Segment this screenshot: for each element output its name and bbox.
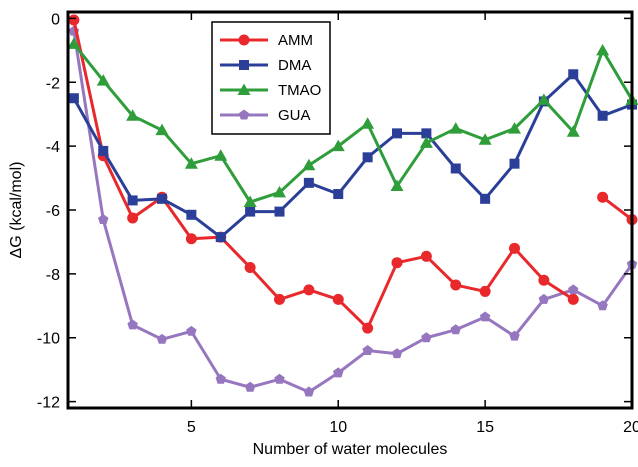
dma-point (480, 194, 490, 204)
dma-point (216, 232, 226, 242)
tmao-point (361, 117, 374, 129)
amm-point (303, 284, 314, 295)
dma-point (363, 152, 373, 162)
dma-point (333, 189, 343, 199)
gua-point (274, 374, 284, 384)
legend: AMM DMA TMAO GUA (212, 22, 330, 134)
dma-point (598, 111, 608, 121)
dma-point (186, 210, 196, 220)
gua-point (480, 311, 490, 321)
gua-point (451, 324, 461, 334)
tmao-point (214, 149, 227, 161)
amm-point (392, 257, 403, 268)
gua-point (127, 319, 137, 329)
x-axis-title: Number of water molecules (253, 441, 448, 458)
dma-point (568, 69, 578, 79)
gua-point (245, 382, 255, 392)
dma-point (128, 195, 138, 205)
gua-point (421, 332, 431, 342)
amm-point (68, 14, 79, 25)
y-axis-title: ΔG (kcal/mol) (8, 162, 25, 259)
amm-line (603, 197, 632, 219)
dma-point (69, 93, 79, 103)
tmao-point (302, 159, 315, 171)
y-tick-label: -10 (37, 331, 60, 348)
amm-point (568, 294, 579, 305)
amm-point (362, 323, 373, 334)
gua-point (539, 294, 549, 304)
dma-point (98, 146, 108, 156)
series-gua (69, 26, 638, 397)
dma-point (392, 128, 402, 138)
amm-point (421, 251, 432, 262)
x-tick-label: 10 (329, 419, 347, 436)
amm-point (186, 233, 197, 244)
series-dma (69, 69, 637, 242)
x-tick-label: 5 (187, 419, 196, 436)
amm-point (245, 262, 256, 273)
gua-point (157, 334, 167, 344)
amm-point (509, 243, 520, 254)
tmao-point (596, 44, 609, 56)
gua-point (362, 345, 372, 355)
y-tick-label: -12 (37, 395, 60, 412)
dma-point (304, 178, 314, 188)
legend-gua-label: GUA (278, 107, 311, 124)
x-tick-label: 15 (476, 419, 494, 436)
gua-point (568, 284, 578, 294)
legend-amm-label: AMM (278, 32, 313, 49)
amm-point (538, 275, 549, 286)
gua-point (392, 348, 402, 358)
legend-dma-marker (239, 60, 249, 70)
amm-point (597, 192, 608, 203)
y-tick-label: -8 (46, 267, 60, 284)
legend-amm-marker (239, 35, 250, 46)
dma-point (275, 207, 285, 217)
y-tick-label: -4 (46, 139, 60, 156)
amm-point (127, 212, 138, 223)
gua-point (98, 214, 108, 224)
x-tick-label: 20 (623, 419, 638, 436)
gua-point (186, 326, 196, 336)
dma-point (510, 159, 520, 169)
amm-point (450, 280, 461, 291)
legend-dma-label: DMA (278, 57, 311, 74)
plot-frame (68, 12, 632, 408)
amm-point (480, 286, 491, 297)
tmao-line (74, 44, 632, 202)
series-layer (67, 14, 638, 396)
tmao-point (449, 122, 462, 134)
amm-point (274, 294, 285, 305)
dma-point (157, 194, 167, 204)
y-tick-label: 0 (51, 11, 60, 28)
dma-point (451, 163, 461, 173)
y-tick-label: -6 (46, 203, 60, 220)
y-tick-label: -2 (46, 75, 60, 92)
dma-point (245, 207, 255, 217)
amm-point (333, 294, 344, 305)
legend-tmao-label: TMAO (278, 82, 321, 99)
series-tmao (67, 37, 638, 207)
